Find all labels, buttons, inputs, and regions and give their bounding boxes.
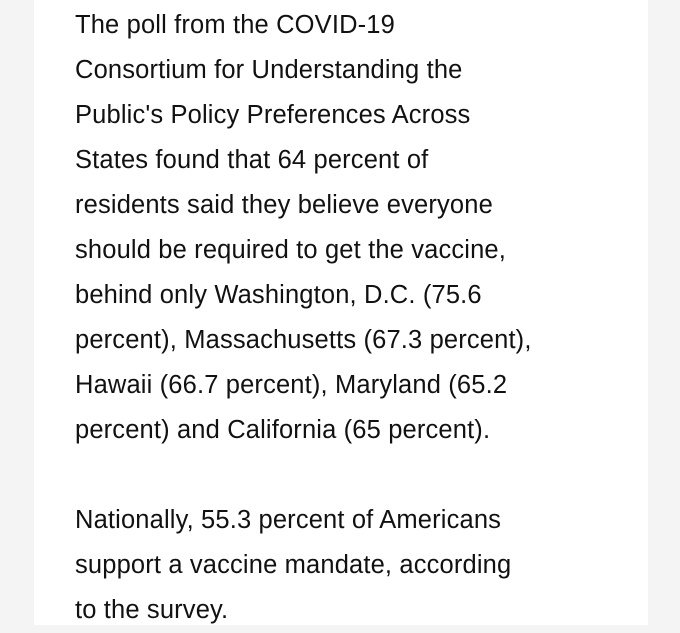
text-line: percent), Massachusetts (67.3 percent),: [75, 326, 532, 354]
text-line: residents said they believe everyone: [75, 191, 493, 219]
text-line: States found that 64 percent of: [75, 146, 429, 174]
text-line: percent) and California (65 percent).: [75, 416, 491, 444]
text-line: Consortium for Understanding the: [75, 56, 463, 84]
text-line: support a vaccine mandate, according: [75, 551, 512, 579]
text-line: Hawaii (66.7 percent), Maryland (65.2: [75, 371, 508, 399]
text-line: The poll from the COVID-19: [75, 11, 395, 39]
article-paragraph-poll-results: The poll from the COVID-19 Consortium fo…: [75, 3, 645, 453]
text-line: should be required to get the vaccine,: [75, 236, 506, 264]
article-body: The poll from the COVID-19 Consortium fo…: [75, 3, 645, 633]
document-page: The poll from the COVID-19 Consortium fo…: [34, 0, 648, 625]
text-line: behind only Washington, D.C. (75.6: [75, 281, 482, 309]
text-line: to the survey.: [75, 596, 229, 624]
text-line: Public's Policy Preferences Across: [75, 101, 471, 129]
article-paragraph-national-results: Nationally, 55.3 percent of Americans su…: [75, 498, 645, 633]
text-line: Nationally, 55.3 percent of Americans: [75, 506, 502, 534]
